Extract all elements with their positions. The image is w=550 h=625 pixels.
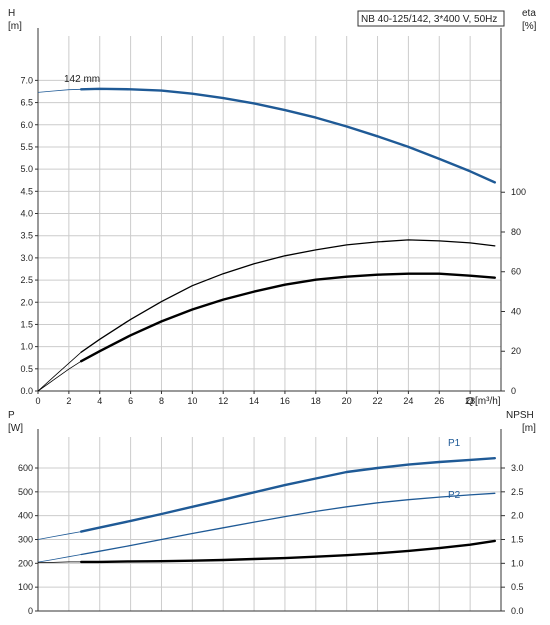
head-axis-label: H xyxy=(8,8,15,19)
x-tick-label: 8 xyxy=(159,396,164,406)
series-extension-line xyxy=(37,351,82,392)
right-tick-label: 0 xyxy=(511,386,516,396)
right-tick-label: 80 xyxy=(511,227,521,237)
left-tick-label: 500 xyxy=(18,487,33,497)
right-tick-label: 0.0 xyxy=(511,606,524,616)
bottom-axis-labels: P [W] NPSH [m] P1 P2 xyxy=(8,410,536,501)
bottom-axes xyxy=(35,429,505,612)
series-line xyxy=(79,539,496,564)
top-chart-panel: 0.0 0.5 1.0 1.5 2.0 2.5 3.0 3.5 4.0 4.5 5.0 5.5 6.0 6… xyxy=(8,8,537,407)
series-extension-line xyxy=(38,561,82,563)
x-tick-label: 18 xyxy=(311,396,321,406)
right-tick-label: 40 xyxy=(511,306,521,316)
bottom-series-lines xyxy=(37,457,496,564)
left-tick-label: 2.0 xyxy=(20,297,33,307)
series-extension-line xyxy=(37,554,82,563)
power-axis-label: P xyxy=(8,410,15,421)
top-gridlines xyxy=(37,36,502,392)
impeller-diameter-label: 142 mm xyxy=(64,74,100,85)
series-line xyxy=(79,272,496,363)
right-tick-label: 2.5 xyxy=(511,487,524,497)
right-tick-label: 20 xyxy=(511,346,521,356)
bottom-chart-panel: 0 100 200 300 400 500 600 0.0 0.5 1.0 1.5 2.0 2.5 3.0… xyxy=(8,410,536,616)
right-tick-label: 2.0 xyxy=(511,511,524,521)
series-line xyxy=(80,239,496,353)
p1-series-label: P1 xyxy=(448,438,461,449)
x-tick-label: 24 xyxy=(403,396,413,406)
x-tick-label: 26 xyxy=(434,396,444,406)
left-tick-label: 3.0 xyxy=(20,253,33,263)
bottom-tick-labels: 0 100 200 300 400 500 600 0.0 0.5 1.0 1.5 2.0 2.5 3.0 xyxy=(18,463,524,616)
left-tick-label: 600 xyxy=(18,463,33,473)
npsh-axis-unit: [m] xyxy=(522,423,536,434)
right-tick-label: 60 xyxy=(511,267,521,277)
left-tick-label: 6.5 xyxy=(20,98,33,108)
left-tick-label: 300 xyxy=(18,534,33,544)
left-tick-label: 4.5 xyxy=(20,186,33,196)
top-axis-labels: H [m] eta [%] Q [m³/h] NB 40-125/142, 3*… xyxy=(8,8,537,407)
x-tick-label: 16 xyxy=(280,396,290,406)
left-tick-label: 5.0 xyxy=(20,164,33,174)
left-tick-label: 5.5 xyxy=(20,142,33,152)
x-tick-label: 4 xyxy=(97,396,102,406)
top-axes xyxy=(35,28,505,394)
x-tick-label: 22 xyxy=(373,396,383,406)
x-tick-label: 0 xyxy=(35,396,40,406)
right-tick-label: 0.5 xyxy=(511,582,524,592)
left-tick-label: 100 xyxy=(18,582,33,592)
flow-axis-unit: [m³/h] xyxy=(475,396,501,407)
left-tick-label: 4.0 xyxy=(20,209,33,219)
x-tick-label: 14 xyxy=(249,396,259,406)
head-axis-unit: [m] xyxy=(8,21,22,32)
x-tick-label: 12 xyxy=(218,396,228,406)
left-tick-label: 1.0 xyxy=(20,342,33,352)
left-tick-label: 0.0 xyxy=(20,386,33,396)
series-line xyxy=(79,457,496,533)
chart-title: NB 40-125/142, 3*400 V, 50Hz xyxy=(361,14,497,25)
eta-axis-label: eta xyxy=(522,8,536,19)
x-tick-label: 20 xyxy=(342,396,352,406)
series-line xyxy=(80,492,496,556)
left-tick-label: 3.5 xyxy=(20,231,33,241)
x-tick-label: 2 xyxy=(66,396,71,406)
x-tick-label: 6 xyxy=(128,396,133,406)
title-box xyxy=(357,10,505,27)
flow-axis-label: Q xyxy=(466,396,474,407)
left-tick-label: 1.5 xyxy=(20,319,33,329)
eta-axis-unit: [%] xyxy=(522,21,537,32)
left-tick-label: 400 xyxy=(18,511,33,521)
right-tick-label: 3.0 xyxy=(511,463,524,473)
right-tick-label: 1.0 xyxy=(511,558,524,568)
x-tick-label: 10 xyxy=(187,396,197,406)
series-extension-line xyxy=(37,88,82,93)
series-extension-line xyxy=(37,531,82,540)
left-tick-label: 7.0 xyxy=(20,75,33,85)
p2-series-label: P2 xyxy=(448,490,461,501)
npsh-axis-label: NPSH xyxy=(506,410,534,421)
right-tick-label: 100 xyxy=(511,187,526,197)
top-tick-labels: 0.0 0.5 1.0 1.5 2.0 2.5 3.0 3.5 4.0 4.5 5.0 5.5 6.0 6… xyxy=(20,75,526,406)
left-tick-label: 0 xyxy=(28,606,33,616)
top-series-lines xyxy=(37,87,496,392)
power-axis-unit: [W] xyxy=(8,423,23,434)
series-line xyxy=(79,87,496,184)
x-tick-label: 28 xyxy=(465,396,475,406)
left-tick-label: 2.5 xyxy=(20,275,33,285)
left-tick-label: 200 xyxy=(18,558,33,568)
left-tick-label: 0.5 xyxy=(20,364,33,374)
series-extension-line xyxy=(37,360,82,392)
right-tick-label: 1.5 xyxy=(511,534,524,544)
left-tick-label: 6.0 xyxy=(20,120,33,130)
